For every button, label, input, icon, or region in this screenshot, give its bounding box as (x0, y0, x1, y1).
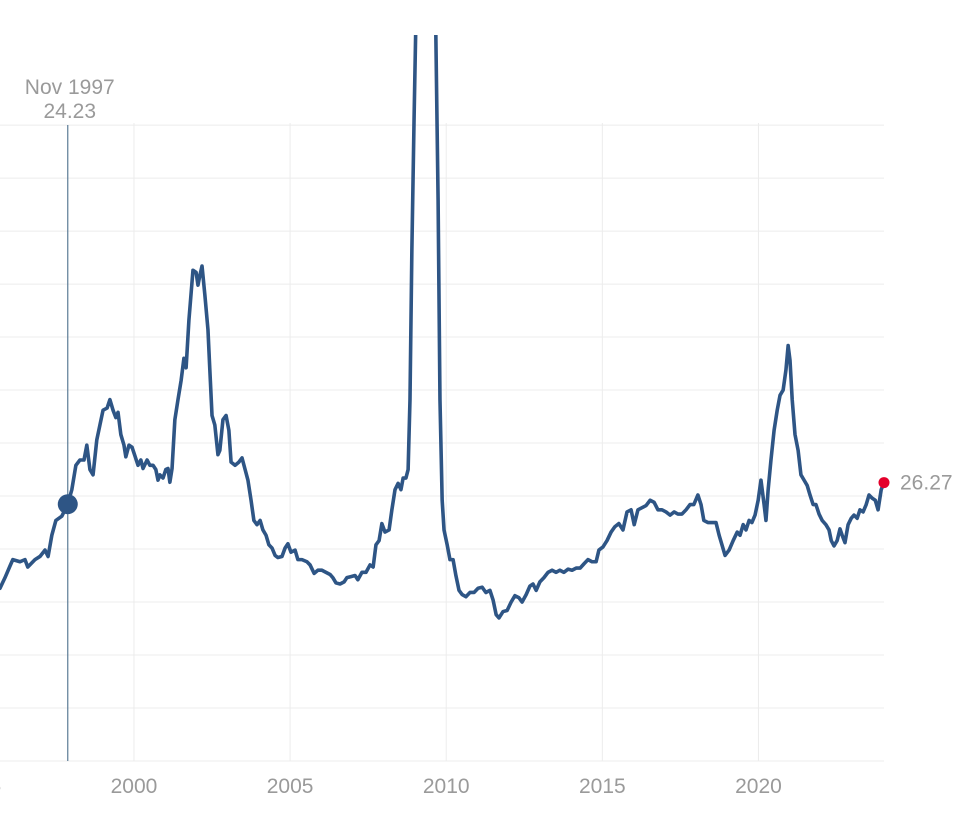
hover-date: Nov 1997 (25, 76, 115, 99)
hover-point (57, 494, 78, 515)
x-tick-label: 2020 (735, 775, 782, 798)
plot-area (0, 35, 886, 620)
x-tick-label: 2000 (111, 775, 158, 798)
x-tick-label: 2015 (579, 775, 626, 798)
last-point (878, 477, 890, 489)
line-series (0, 35, 886, 620)
x-tick-label: 1995 (0, 775, 1, 798)
x-tick-label: 2010 (423, 775, 470, 798)
last-value-label: 26.27 (900, 472, 953, 495)
x-tick-label: 2005 (267, 775, 314, 798)
hover-value: 24.23 (43, 100, 96, 123)
